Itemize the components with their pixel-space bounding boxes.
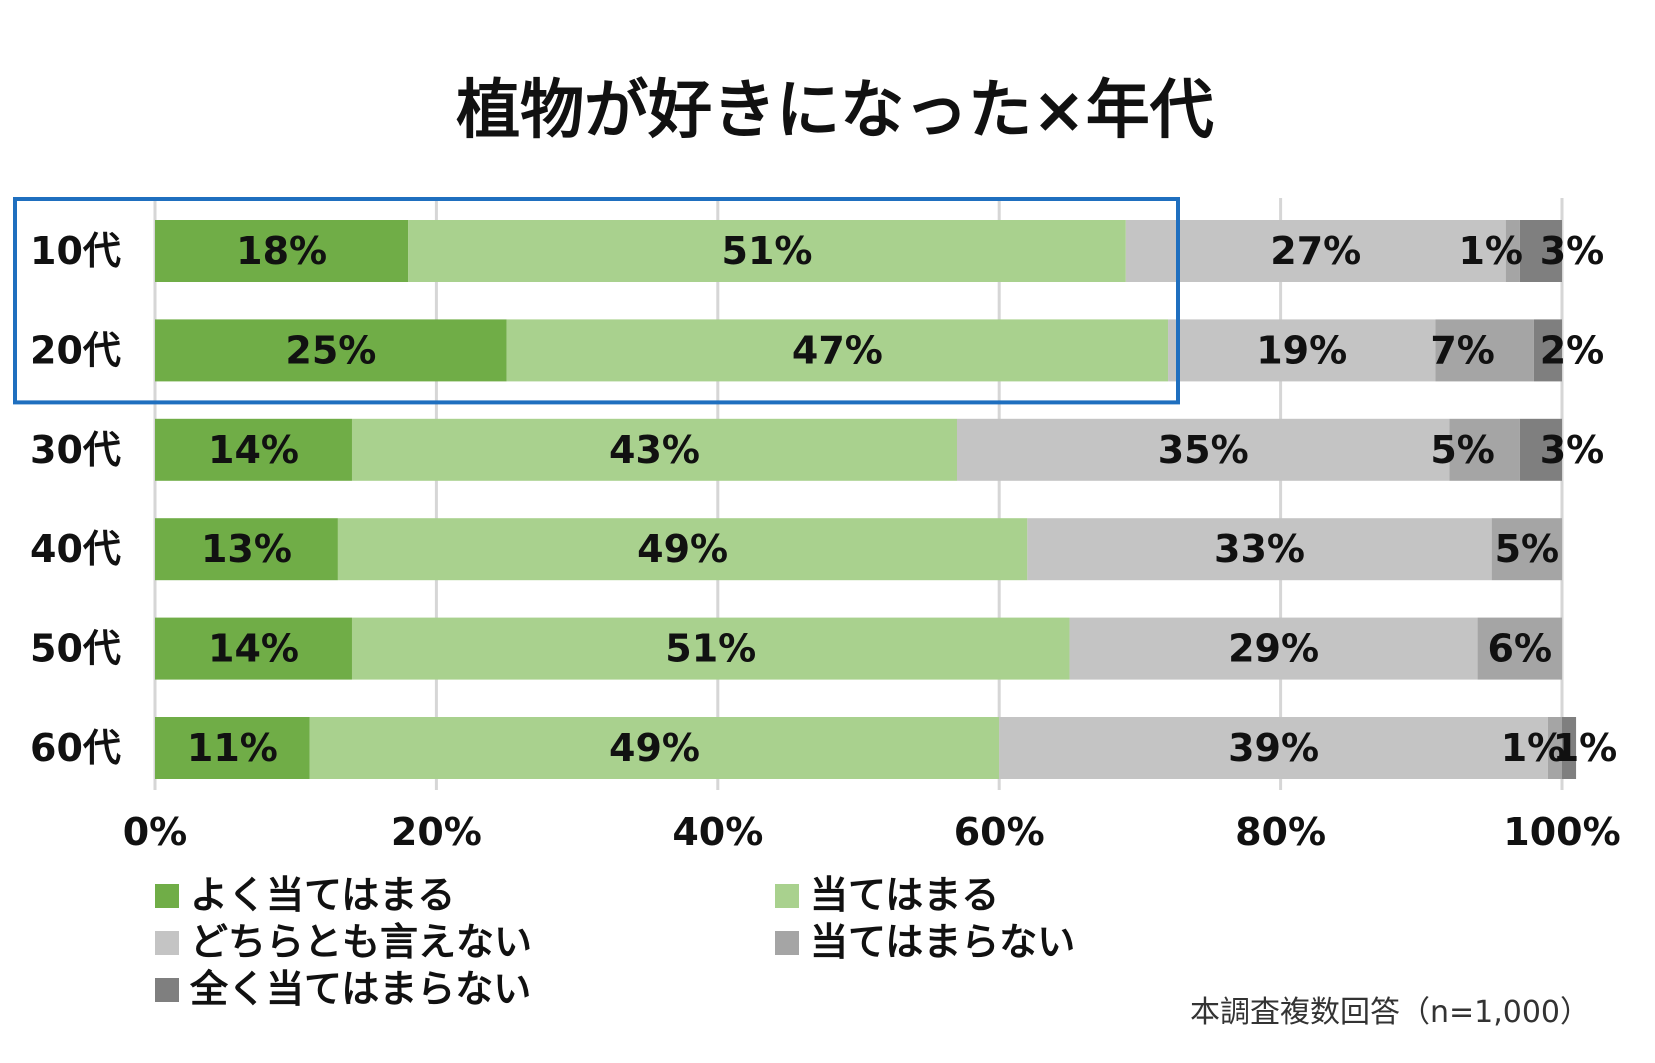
data-label: 35% (1158, 428, 1249, 472)
data-label: 47% (792, 328, 883, 372)
bars (155, 220, 1577, 779)
data-label: 25% (285, 328, 376, 372)
bar-segment (1477, 617, 1562, 680)
data-label: 2% (1540, 328, 1605, 372)
chart-title: 植物が好きになった×年代 (456, 74, 1214, 148)
data-label: 1% (1501, 726, 1566, 770)
bar-segment (1449, 418, 1520, 481)
legend-label: 当てはまらない (810, 920, 1075, 964)
data-label: 1% (1553, 726, 1618, 770)
category-label: 30代 (30, 428, 121, 472)
data-label: 39% (1228, 726, 1319, 770)
data-labels: 18% 51% 27% 1% 3% 25% 47% 19% 7% 2% 14% 43% 35% 5% 3% 1… (187, 229, 1617, 770)
bar-segment (1519, 220, 1562, 282)
x-tick-label: 100% (1503, 810, 1620, 854)
data-label: 5% (1495, 527, 1560, 571)
x-tick-label: 60% (954, 810, 1045, 854)
x-tick-label: 0% (123, 810, 188, 854)
data-label: 18% (236, 229, 327, 273)
legend-swatch (155, 931, 179, 955)
data-label: 51% (722, 229, 813, 273)
bar-segment (1505, 220, 1520, 282)
bar-segment (337, 518, 1028, 581)
legend-label: どちらとも言えない (190, 920, 532, 964)
category-label: 60代 (30, 726, 121, 770)
bar-segment (999, 717, 1548, 779)
highlight-box (13, 197, 1180, 405)
data-label: 27% (1270, 229, 1361, 273)
data-label: 43% (609, 428, 700, 472)
legend-swatch (775, 884, 799, 908)
data-label: 33% (1214, 527, 1305, 571)
legend-label: 当てはまる (810, 873, 999, 917)
data-label: 49% (609, 726, 700, 770)
category-labels: 10代 20代 30代 40代 50代 60代 (30, 229, 121, 770)
x-axis-ticks: 0% 20% 40% 60% 80% 100% (123, 810, 1621, 854)
data-label: 51% (665, 627, 756, 671)
bar-segment (155, 717, 310, 779)
bar-segment (1027, 518, 1492, 581)
gridlines (153, 198, 1564, 790)
legend-swatch (775, 931, 799, 955)
bar-segment (1519, 418, 1562, 481)
data-label: 5% (1430, 428, 1495, 472)
data-label: 1% (1458, 229, 1523, 273)
bar-segment (1533, 319, 1562, 382)
x-tick-label: 20% (391, 810, 482, 854)
survey-note: 本調査複数回答（n=1,000） (1190, 995, 1590, 1030)
bar-segment (155, 518, 338, 581)
bar-segment (155, 220, 409, 282)
bar-segment (1168, 319, 1436, 382)
data-label: 13% (201, 527, 292, 571)
bar-segment (155, 319, 507, 382)
data-label: 3% (1540, 428, 1605, 472)
category-label: 40代 (30, 527, 121, 571)
data-label: 7% (1430, 328, 1495, 372)
x-tick-label: 80% (1235, 810, 1326, 854)
data-label: 11% (187, 726, 278, 770)
bar-segment (956, 418, 1450, 481)
legend-swatch (155, 884, 179, 908)
bar-segment (1435, 319, 1534, 382)
bar-segment (351, 617, 1070, 680)
bar-segment (1125, 220, 1506, 282)
data-label: 14% (208, 627, 299, 671)
data-label: 14% (208, 428, 299, 472)
x-tick-label: 40% (672, 810, 763, 854)
data-label: 19% (1256, 328, 1347, 372)
category-label: 10代 (30, 229, 121, 273)
legend-label: 全く当てはまらない (189, 967, 531, 1011)
bar-segment (506, 319, 1169, 382)
bar-segment (351, 418, 957, 481)
bar-segment (309, 717, 1000, 779)
bar-segment (1069, 617, 1478, 680)
bar-segment (1562, 717, 1577, 779)
data-label: 3% (1540, 229, 1605, 273)
legend-label: よく当てはまる (190, 873, 455, 917)
data-label: 6% (1488, 627, 1553, 671)
bar-segment (1547, 717, 1562, 779)
data-label: 49% (637, 527, 728, 571)
legend-swatch (155, 978, 179, 1002)
bar-segment (155, 617, 352, 680)
category-label: 50代 (30, 627, 121, 671)
bar-segment (155, 418, 352, 481)
bar-segment (408, 220, 1126, 282)
bar-segment (1491, 518, 1562, 581)
category-label: 20代 (30, 328, 121, 372)
data-label: 29% (1228, 627, 1319, 671)
